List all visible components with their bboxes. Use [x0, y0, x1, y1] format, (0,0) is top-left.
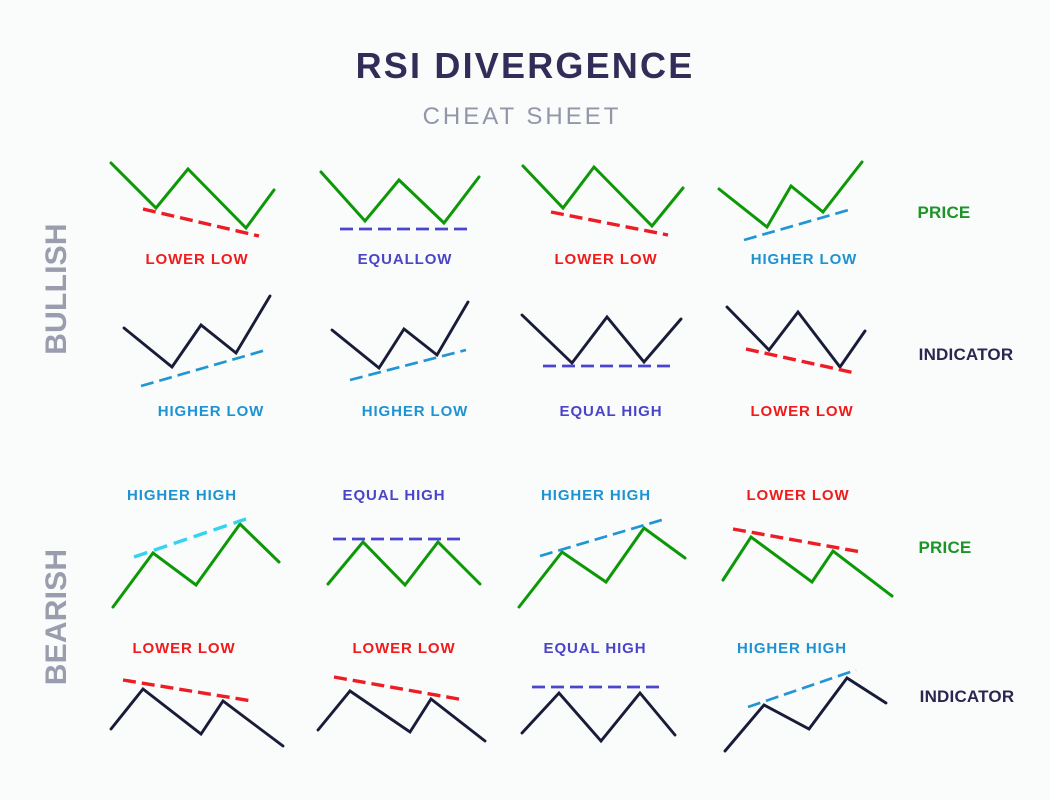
svg-text:LOWER LOW: LOWER LOW	[145, 251, 248, 268]
svg-text:INDICATOR: INDICATOR	[920, 687, 1015, 706]
svg-text:BEARISH: BEARISH	[40, 549, 73, 685]
svg-text:HIGHER LOW: HIGHER LOW	[751, 251, 858, 268]
svg-text:HIGHER LOW: HIGHER LOW	[158, 403, 265, 420]
svg-text:RSI DIVERGENCE: RSI DIVERGENCE	[356, 45, 695, 86]
svg-text:HIGHER HIGH: HIGHER HIGH	[737, 640, 847, 657]
svg-text:INDICATOR: INDICATOR	[919, 345, 1014, 364]
svg-text:CHEAT SHEET: CHEAT SHEET	[423, 103, 622, 130]
svg-text:EQUALLOW: EQUALLOW	[358, 251, 453, 268]
svg-text:EQUAL HIGH: EQUAL HIGH	[544, 640, 647, 657]
svg-text:HIGHER HIGH: HIGHER HIGH	[127, 487, 237, 504]
svg-text:LOWER LOW: LOWER LOW	[750, 403, 853, 420]
svg-text:LOWER LOW: LOWER LOW	[554, 251, 657, 268]
svg-text:LOWER LOW: LOWER LOW	[746, 487, 849, 504]
svg-text:BULLISH: BULLISH	[40, 223, 73, 354]
svg-text:HIGHER LOW: HIGHER LOW	[362, 403, 469, 420]
svg-text:PRICE: PRICE	[918, 203, 971, 222]
svg-text:EQUAL HIGH: EQUAL HIGH	[560, 403, 663, 420]
svg-text:HIGHER HIGH: HIGHER HIGH	[541, 487, 651, 504]
svg-text:EQUAL HIGH: EQUAL HIGH	[343, 487, 446, 504]
svg-text:PRICE: PRICE	[919, 538, 972, 557]
svg-text:LOWER LOW: LOWER LOW	[132, 640, 235, 657]
svg-text:LOWER LOW: LOWER LOW	[352, 640, 455, 657]
